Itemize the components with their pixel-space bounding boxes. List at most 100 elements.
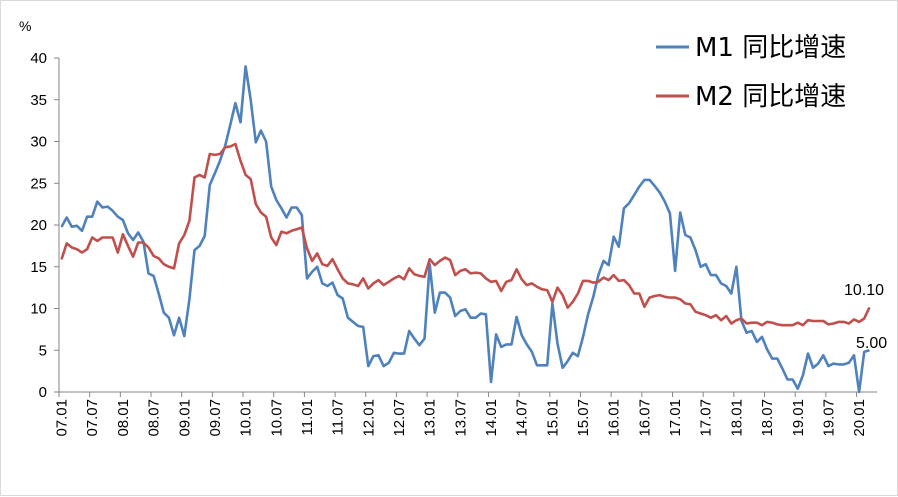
x-tick-label: 15.01	[544, 399, 561, 437]
data-point	[122, 233, 124, 235]
data-point	[163, 263, 165, 265]
data-point	[377, 279, 380, 281]
data-point	[740, 320, 743, 322]
data-point	[776, 323, 778, 325]
data-point	[127, 232, 129, 234]
data-point	[546, 289, 548, 291]
data-point	[817, 320, 819, 322]
data-point	[705, 314, 707, 316]
data-point	[485, 277, 487, 279]
data-point	[838, 363, 840, 365]
x-tick-label: 19.01	[790, 399, 807, 437]
data-point	[245, 65, 247, 67]
data-point	[659, 294, 661, 296]
data-point	[270, 186, 272, 188]
series-line	[60, 65, 870, 394]
data-point	[475, 272, 477, 274]
data-point	[81, 252, 83, 254]
data-point	[219, 160, 221, 162]
data-point	[91, 236, 93, 239]
data-point	[771, 358, 773, 360]
x-tick-label: 10.07	[268, 399, 285, 437]
x-tick-label: 18.07	[759, 399, 776, 437]
data-point	[700, 312, 702, 315]
data-point	[398, 275, 400, 277]
data-point	[464, 268, 466, 270]
data-point	[480, 272, 482, 274]
data-point	[674, 270, 676, 272]
x-tick-label: 17.07	[698, 399, 715, 437]
data-point	[485, 313, 487, 315]
data-point	[526, 343, 528, 345]
x-tick-label: 20.01	[851, 399, 868, 437]
data-point	[66, 242, 68, 244]
data-point	[101, 206, 104, 209]
data-point	[311, 260, 313, 262]
data-point	[725, 285, 727, 287]
data-point	[127, 245, 129, 247]
data-point	[480, 312, 482, 315]
data-point	[572, 301, 574, 303]
x-tick-label: 08.01	[115, 399, 132, 437]
data-point	[250, 99, 252, 101]
data-point	[423, 276, 426, 278]
data-point	[275, 244, 277, 246]
data-point	[531, 351, 533, 353]
data-point	[638, 292, 640, 295]
data-point	[689, 303, 692, 305]
data-point	[863, 351, 865, 353]
data-point	[255, 203, 257, 205]
data-point	[183, 335, 185, 337]
data-point	[751, 330, 753, 332]
data-point	[331, 282, 334, 284]
series-lines	[60, 65, 871, 394]
data-point	[280, 207, 282, 209]
data-point	[117, 216, 119, 218]
data-point	[434, 312, 436, 314]
data-point	[408, 330, 410, 332]
data-point	[260, 211, 262, 214]
data-point	[193, 249, 196, 251]
data-point	[147, 246, 150, 249]
data-point	[398, 353, 400, 355]
data-point	[142, 241, 144, 244]
data-point	[715, 314, 717, 316]
x-tick-label: 16.07	[636, 399, 653, 437]
data-point	[602, 260, 605, 262]
data-point	[173, 267, 175, 269]
data-point	[296, 228, 298, 230]
data-point	[347, 317, 349, 319]
data-point	[510, 343, 513, 345]
x-tick-label: 11.07	[330, 399, 347, 435]
data-point	[848, 362, 850, 364]
data-point	[623, 279, 625, 281]
data-point	[868, 307, 870, 309]
data-point	[853, 354, 855, 356]
data-point	[275, 199, 277, 201]
data-point	[76, 248, 78, 250]
data-point	[827, 323, 830, 325]
data-point	[551, 302, 554, 305]
data-point	[112, 210, 114, 212]
data-point	[587, 313, 589, 315]
data-point	[229, 124, 231, 126]
data-point	[807, 319, 809, 321]
data-point	[848, 322, 850, 325]
data-point	[168, 317, 170, 319]
y-tick-label: 30	[30, 134, 47, 151]
data-point	[536, 364, 538, 366]
data-point	[423, 338, 426, 340]
data-point	[388, 281, 390, 283]
data-point	[669, 212, 671, 214]
data-point	[459, 270, 461, 272]
data-point	[562, 367, 564, 369]
data-point	[153, 255, 155, 257]
data-point	[648, 297, 651, 299]
data-point	[495, 333, 497, 335]
data-point	[679, 298, 681, 300]
data-point	[516, 268, 518, 270]
data-point	[81, 230, 83, 232]
data-point	[868, 349, 870, 351]
data-point	[735, 319, 738, 321]
data-point	[715, 274, 717, 276]
